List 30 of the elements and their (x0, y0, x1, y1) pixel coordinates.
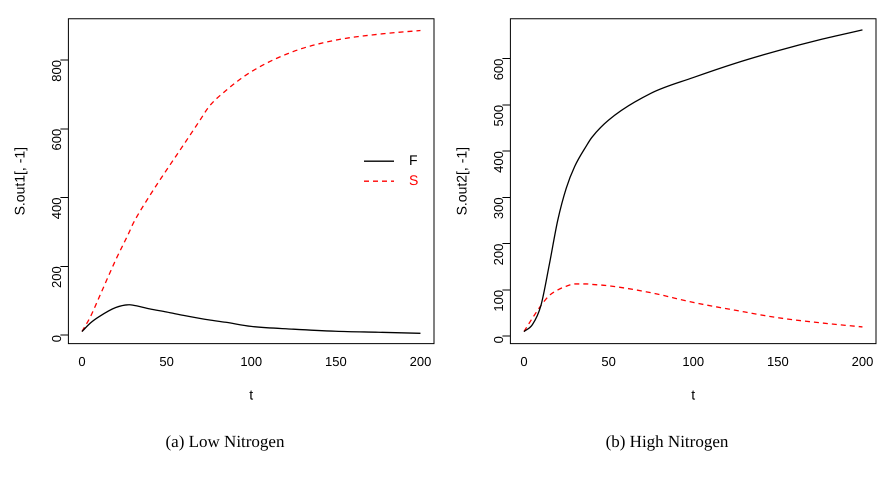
y-tick-label: 500 (490, 104, 506, 127)
text: (b) High Nitrogen (606, 432, 728, 452)
y-tick-label: 800 (48, 60, 64, 82)
y-tick-label: 400 (490, 151, 506, 173)
y-axis-title: S.out2[, -1] (453, 146, 470, 216)
x-tick-label: 150 (766, 354, 789, 369)
y-tick-label: 400 (48, 198, 64, 220)
y-tick-label: 100 (490, 290, 506, 312)
x-tick-label: 150 (324, 354, 347, 369)
y-tick-label: 0 (48, 335, 64, 342)
y-tick-label: 200 (490, 244, 506, 266)
y-tick-label: 300 (490, 197, 506, 220)
x-tick-label: 0 (78, 354, 86, 369)
x-axis-title: t (249, 386, 254, 402)
x-tick-label: 200 (410, 354, 432, 369)
x-tick-label: 200 (852, 354, 874, 369)
legend-label: S (409, 172, 418, 188)
y-tick-label: 600 (48, 128, 64, 150)
x-tick-label: 0 (520, 354, 528, 369)
y-tick-label: 0 (490, 336, 506, 344)
text: (a) Low Nitrogen (166, 432, 284, 452)
legend-label: F (409, 152, 418, 168)
x-tick-label: 50 (601, 354, 616, 369)
x-tick-label: 50 (159, 354, 174, 369)
x-axis-title: t (691, 386, 696, 402)
y-axis-title: S.out1[, -1] (11, 146, 28, 216)
y-tick-label: 600 (490, 58, 506, 80)
x-tick-label: 100 (240, 354, 262, 369)
x-tick-label: 100 (682, 354, 704, 369)
y-tick-label: 200 (48, 266, 64, 288)
